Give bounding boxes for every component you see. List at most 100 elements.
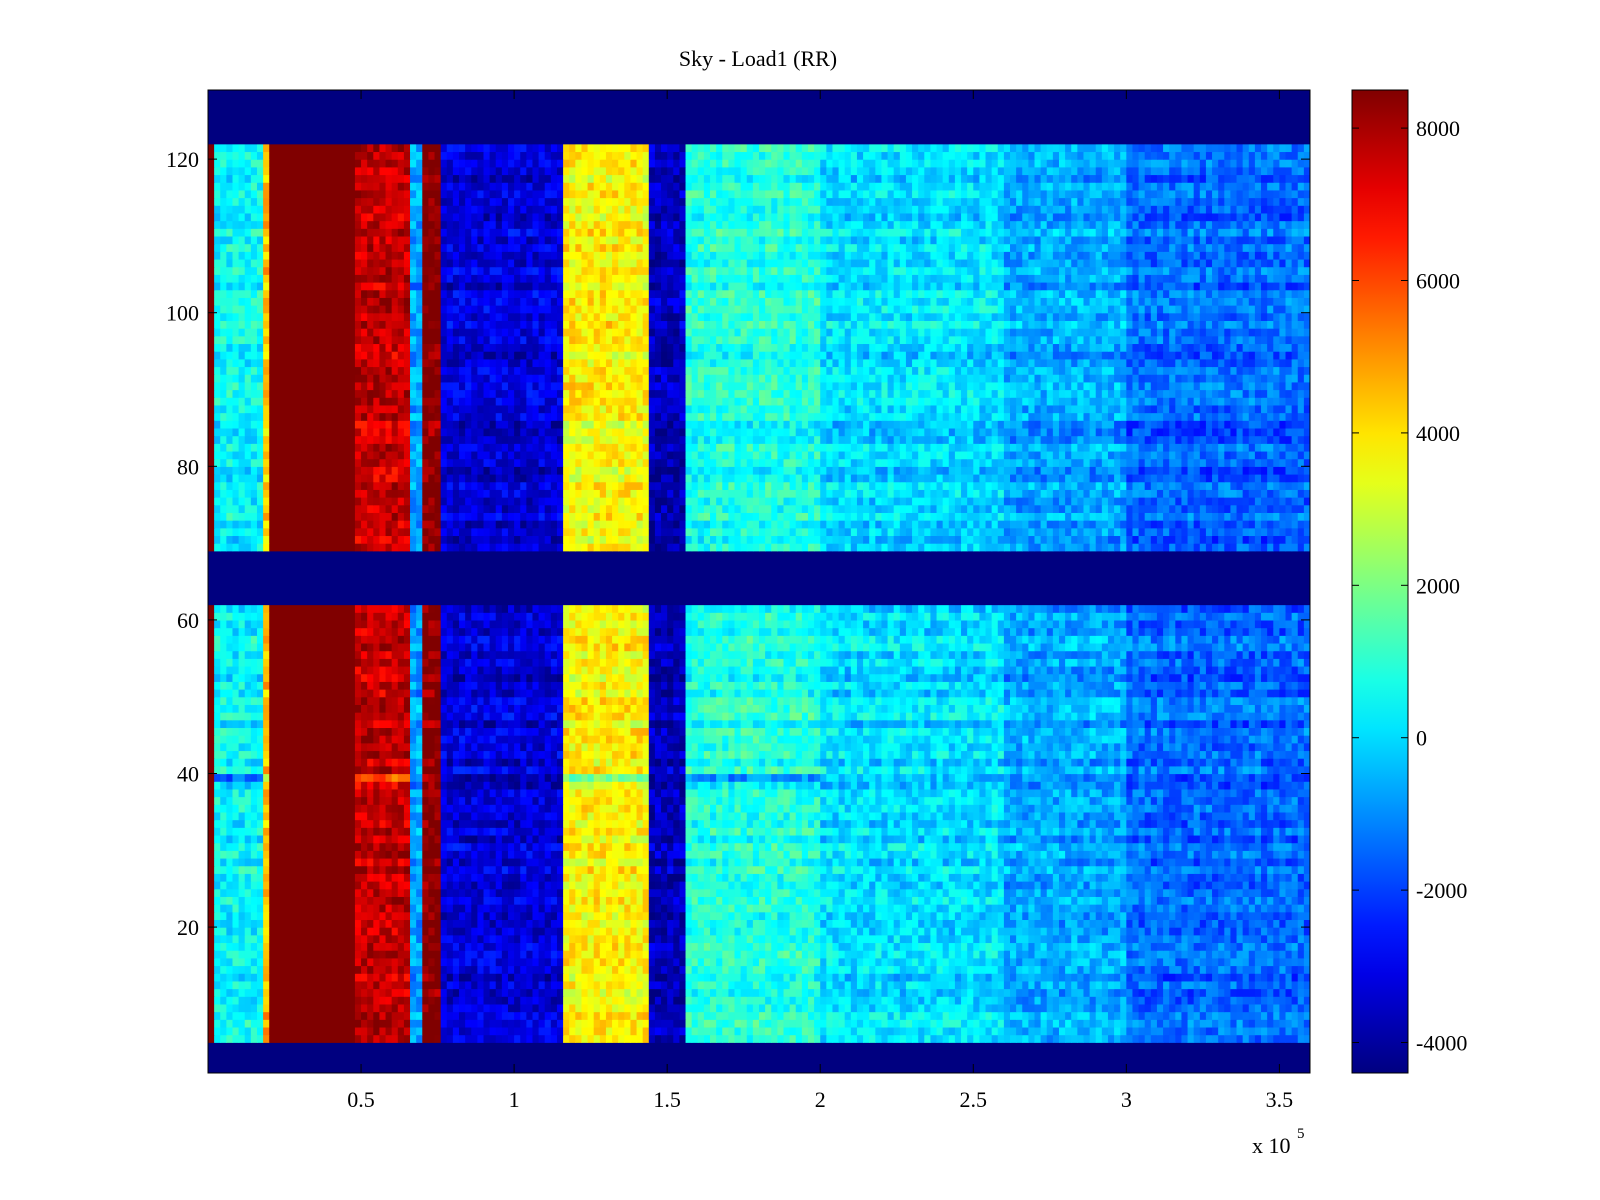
heatmap-cell: [1071, 888, 1078, 897]
heatmap-cell: [612, 927, 619, 936]
heatmap-cell: [1236, 996, 1244, 1005]
heatmap-cell: [452, 881, 460, 890]
heatmap-cell: [489, 996, 497, 1005]
heatmap-cell: [832, 911, 840, 921]
heatmap-cell: [734, 934, 742, 944]
heatmap-cell: [544, 1011, 552, 1020]
heatmap-cell: [1254, 965, 1262, 974]
heatmap-cell: [887, 942, 895, 951]
heatmap-cell: [771, 965, 778, 974]
heatmap-cell: [520, 919, 527, 928]
heatmap-cell: [1071, 1019, 1078, 1028]
heatmap-cell: [1291, 1026, 1299, 1036]
heatmap-cell: [312, 957, 319, 967]
heatmap-cell: [642, 1011, 650, 1020]
heatmap-cell: [556, 827, 564, 836]
heatmap-cell: [330, 857, 338, 867]
heatmap-cell: [452, 904, 460, 913]
heatmap-cell: [1077, 857, 1085, 867]
heatmap-cell: [905, 911, 913, 921]
heatmap-cell: [324, 950, 332, 959]
heatmap-cell: [1065, 834, 1072, 844]
heatmap-cell: [250, 1034, 258, 1043]
heatmap-cell: [740, 1019, 748, 1028]
heatmap-cell: [550, 1026, 558, 1036]
heatmap-cell: [520, 857, 527, 867]
heatmap-cell: [1022, 973, 1029, 982]
heatmap-cell: [281, 957, 289, 967]
heatmap-cell: [1120, 973, 1127, 982]
heatmap-cell: [1254, 942, 1262, 951]
heatmap-cell: [1144, 1026, 1152, 1036]
heatmap-cell: [226, 950, 234, 959]
heatmap-cell: [403, 1026, 411, 1036]
heatmap-cell: [875, 911, 883, 921]
flagged-row: [208, 1065, 1310, 1073]
heatmap-cell: [263, 896, 270, 905]
heatmap-cell: [630, 873, 638, 882]
heatmap-cell: [256, 827, 264, 836]
heatmap-cell: [220, 904, 227, 913]
heatmap-cell: [973, 850, 980, 859]
heatmap-cell: [887, 842, 895, 851]
heatmap-cell: [275, 881, 283, 890]
heatmap-cell: [373, 980, 381, 990]
heatmap-cell: [1034, 927, 1042, 936]
heatmap-cell: [1101, 965, 1109, 974]
heatmap-cell: [1095, 1026, 1103, 1036]
heatmap-cell: [630, 950, 638, 959]
heatmap-cell: [826, 996, 834, 1005]
heatmap-cell: [746, 950, 754, 959]
heatmap-cell: [293, 1019, 301, 1028]
heatmap-cell: [1071, 973, 1078, 982]
heatmap-cell: [1034, 1026, 1042, 1036]
heatmap-cell: [624, 911, 632, 921]
heatmap-cell: [410, 973, 417, 982]
heatmap-cell: [1193, 919, 1201, 928]
heatmap-cell: [281, 827, 289, 836]
heatmap-cell: [1212, 834, 1219, 844]
heatmap-cell: [667, 842, 674, 851]
heatmap-cell: [220, 834, 227, 844]
heatmap-cell: [342, 865, 350, 874]
heatmap-cell: [1218, 896, 1225, 905]
heatmap-cell: [691, 888, 699, 897]
heatmap-cell: [1291, 934, 1299, 944]
heatmap-cell: [1175, 896, 1183, 905]
heatmap-cell: [691, 942, 699, 951]
heatmap-cell: [887, 904, 895, 913]
heatmap-cell: [1212, 904, 1219, 913]
heatmap-cell: [1058, 950, 1066, 959]
heatmap-cell: [1138, 873, 1146, 882]
heatmap-cell: [1267, 1011, 1274, 1020]
heatmap-cell: [1040, 1003, 1048, 1013]
heatmap-cell: [997, 934, 1005, 944]
heatmap-cell: [238, 904, 246, 913]
heatmap-cell: [654, 911, 662, 921]
heatmap-cell: [985, 896, 993, 905]
heatmap-cell: [930, 957, 938, 967]
heatmap-cell: [244, 957, 252, 967]
heatmap-cell: [342, 857, 350, 867]
heatmap-cell: [740, 957, 748, 967]
heatmap-cell: [385, 911, 393, 921]
heatmap-cell: [1242, 965, 1250, 974]
heatmap-cell: [893, 1034, 901, 1043]
heatmap-cell: [771, 1026, 778, 1036]
heatmap-cell: [250, 1003, 258, 1013]
heatmap-cell: [942, 980, 950, 990]
heatmap-cell: [1248, 919, 1256, 928]
heatmap-cell: [1077, 927, 1085, 936]
heatmap-cell: [324, 1026, 332, 1036]
heatmap-cell: [777, 888, 785, 897]
heatmap-cell: [575, 827, 583, 836]
heatmap-cell: [501, 934, 509, 944]
heatmap-cell: [1199, 996, 1207, 1005]
heatmap-cell: [471, 919, 478, 928]
heatmap-cell: [214, 1026, 221, 1036]
heatmap-cell: [232, 850, 240, 859]
heatmap-cell: [514, 881, 521, 890]
heatmap-cell: [612, 904, 619, 913]
heatmap-cell: [820, 965, 827, 974]
heatmap-cell: [948, 996, 956, 1005]
